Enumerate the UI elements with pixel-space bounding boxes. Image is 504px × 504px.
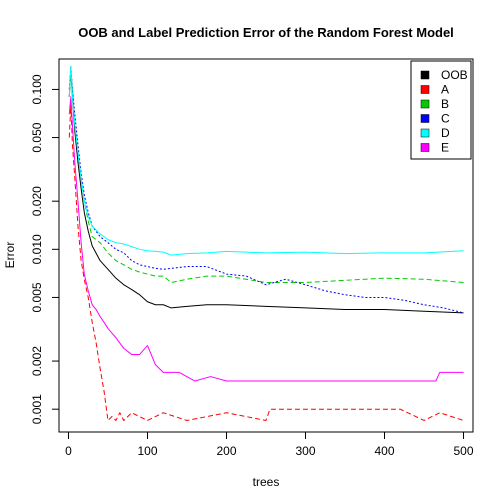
y-axis: 0.001 0.002 0.005 0.010 0.020 0.050 0.100 (30, 74, 60, 424)
x-tick-label: 300 (295, 444, 315, 458)
legend-label-oob: OOB (441, 68, 468, 82)
x-tick-label: 400 (374, 444, 394, 458)
legend-swatch-d (420, 128, 430, 138)
legend-label-c: C (441, 112, 450, 126)
legend-swatch-e (420, 143, 430, 152)
y-tick-label: 0.001 (30, 394, 44, 424)
legend-swatch-b (420, 99, 430, 109)
x-axis-label: trees (253, 475, 280, 489)
y-axis-label: Error (3, 242, 17, 269)
legend-label-e: E (441, 141, 449, 155)
x-tick-label: 200 (216, 444, 236, 458)
legend-swatch-oob (420, 70, 430, 80)
y-tick-label: 0.005 (30, 282, 44, 312)
series-line-a (68, 104, 464, 421)
y-tick-label: 0.020 (30, 186, 44, 216)
legend-label-a: A (441, 83, 449, 97)
series-line-d (68, 65, 464, 256)
y-tick-label: 0.010 (30, 234, 44, 264)
y-tick-label: 0.002 (30, 346, 44, 376)
series-line-c (68, 65, 464, 314)
series-line-e (68, 96, 464, 382)
x-tick-label: 0 (65, 444, 72, 458)
series-layer (68, 65, 464, 421)
x-tick-label: 500 (454, 444, 474, 458)
y-tick-label: 0.050 (30, 122, 44, 152)
legend-swatch-c (420, 114, 430, 123)
series-line-oob (68, 70, 464, 314)
legend-label-d: D (441, 126, 450, 140)
series-line-b (68, 70, 464, 283)
x-tick-label: 100 (137, 444, 157, 458)
chart-title: OOB and Label Prediction Error of the Ra… (78, 25, 454, 40)
y-tick-label: 0.100 (30, 74, 44, 104)
x-axis: 0 100 200 300 400 500 (65, 431, 474, 458)
legend-swatch-a (420, 85, 430, 94)
legend-label-b: B (441, 97, 449, 111)
